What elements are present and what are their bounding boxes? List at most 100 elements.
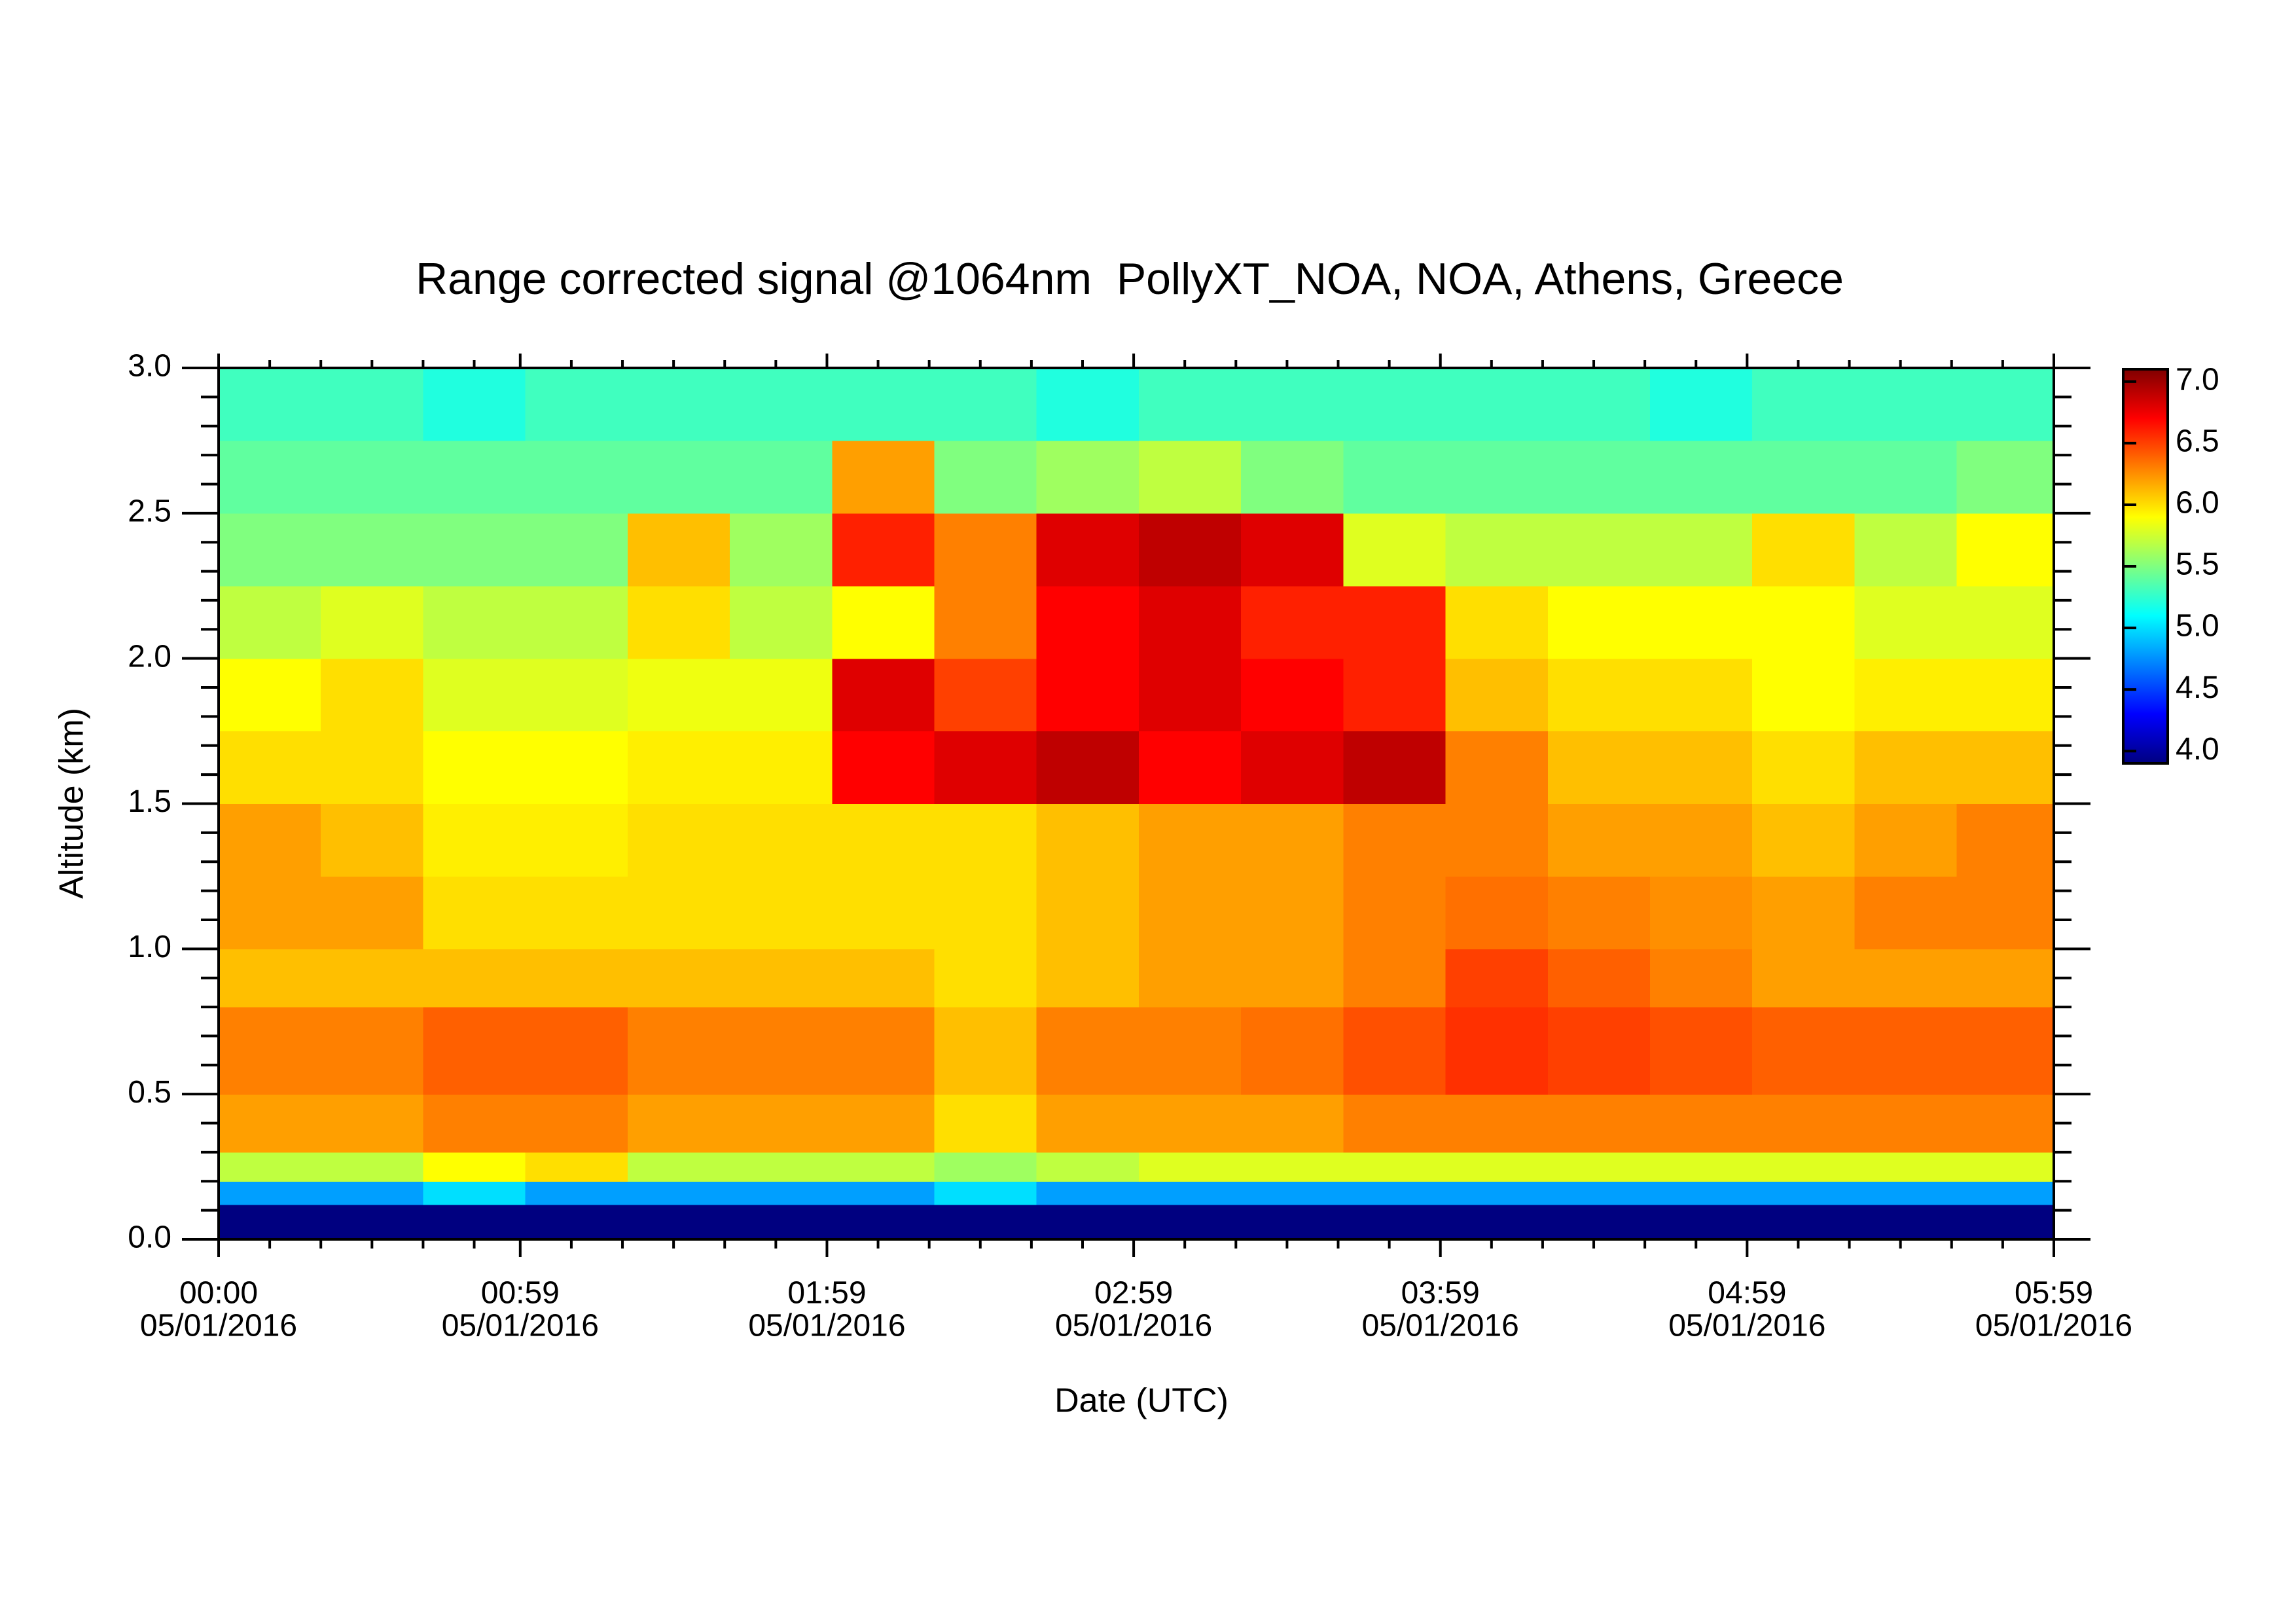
heatmap-cell <box>1649 585 1753 659</box>
heatmap-cell <box>934 368 1037 441</box>
heatmap-cell <box>1956 803 2054 877</box>
colorbar-tick-label: 6.0 <box>2176 486 2219 520</box>
heatmap-cell <box>321 368 424 441</box>
heatmap-cell <box>1956 1007 2054 1095</box>
heatmap-cell <box>525 1181 628 1205</box>
heatmap-cell <box>1547 585 1651 659</box>
heatmap-cell <box>627 368 730 441</box>
heatmap-cell <box>730 1007 833 1095</box>
heatmap-cell <box>525 513 628 587</box>
heatmap-cell <box>1649 876 1753 949</box>
heatmap-cell <box>1547 368 1651 441</box>
heatmap-cell <box>1138 1204 1242 1240</box>
x-tick-label: 04:59 <box>1708 1276 1786 1311</box>
heatmap-cell <box>1036 876 1139 949</box>
heatmap-cell <box>1547 1204 1651 1240</box>
heatmap-cell <box>832 803 935 877</box>
heatmap-cell <box>321 876 424 949</box>
heatmap-cell <box>1752 1181 1855 1205</box>
heatmap-cell <box>1445 440 1549 514</box>
y-tick-label: 2.0 <box>128 639 171 674</box>
heatmap-cell <box>423 440 526 514</box>
heatmap-cell <box>1649 1204 1753 1240</box>
heatmap-cell <box>1854 949 1958 1008</box>
heatmap-cell <box>525 1152 628 1182</box>
colorbar-tick-label: 7.0 <box>2176 362 2219 397</box>
heatmap-cell <box>1752 1152 1855 1182</box>
colorbar-tick-label: 5.0 <box>2176 609 2219 644</box>
heatmap-cell <box>1241 368 1344 441</box>
heatmap-cell <box>832 658 935 732</box>
x-tick-label: 05:59 <box>2015 1276 2093 1311</box>
heatmap-cell <box>934 440 1037 514</box>
heatmap-cell <box>1649 1152 1753 1182</box>
heatmap-cell <box>423 1094 526 1153</box>
heatmap-cell <box>1956 1094 2054 1153</box>
heatmap-cell <box>423 585 526 659</box>
heatmap-cell <box>627 1152 730 1182</box>
heatmap-cell <box>627 1204 730 1240</box>
heatmap-cell <box>423 949 526 1008</box>
heatmap-cell <box>1956 1181 2054 1205</box>
heatmap-cell <box>321 803 424 877</box>
heatmap-cell <box>627 440 730 514</box>
heatmap-cell <box>1854 1181 1958 1205</box>
heatmap-cell <box>1138 803 1242 877</box>
heatmap-cell <box>1649 1094 1753 1153</box>
heatmap-cell <box>1445 876 1549 949</box>
heatmap-cell <box>1956 585 2054 659</box>
heatmap-cell <box>1547 1152 1651 1182</box>
y-tick-label: 0.0 <box>128 1220 171 1255</box>
heatmap-cell <box>1241 1007 1344 1095</box>
heatmap-cell <box>219 585 321 659</box>
heatmap-cell <box>1956 949 2054 1008</box>
heatmap-cell <box>832 1007 935 1095</box>
heatmap-cell <box>1138 876 1242 949</box>
heatmap-cell <box>321 658 424 732</box>
x-tick-label: 03:59 <box>1401 1276 1480 1311</box>
heatmap-cell <box>832 876 935 949</box>
heatmap-cell <box>219 513 321 587</box>
heatmap-cell <box>934 1181 1037 1205</box>
heatmap-cell <box>1036 1181 1139 1205</box>
heatmap-cell <box>1547 1007 1651 1095</box>
heatmap-cell <box>1547 440 1651 514</box>
heatmap-cell <box>1649 803 1753 877</box>
heatmap-cell <box>1649 368 1753 441</box>
heatmap-cell <box>423 803 526 877</box>
heatmap <box>219 368 2054 1240</box>
heatmap-cell <box>1956 368 2054 441</box>
heatmap-cell <box>1547 1094 1651 1153</box>
y-tick-label: 3.0 <box>128 349 171 384</box>
heatmap-cell <box>525 803 628 877</box>
heatmap-cell <box>219 803 321 877</box>
heatmap-cell <box>1854 1094 1958 1153</box>
heatmap-cell <box>1752 658 1855 732</box>
heatmap-cell <box>1547 949 1651 1008</box>
heatmap-cell <box>1343 1007 1446 1095</box>
heatmap-cell <box>1445 368 1549 441</box>
heatmap-cell <box>1854 876 1958 949</box>
heatmap-cell <box>1241 440 1344 514</box>
heatmap-cell <box>321 1181 424 1205</box>
heatmap-cell <box>1241 731 1344 805</box>
heatmap-cell <box>1445 1204 1549 1240</box>
heatmap-cell <box>730 513 833 587</box>
x-tick-date-label: 05/01/2016 <box>1362 1309 1519 1343</box>
heatmap-cell <box>321 440 424 514</box>
heatmap-cell <box>1138 1181 1242 1205</box>
heatmap-cell <box>525 368 628 441</box>
heatmap-cell <box>1343 949 1446 1008</box>
heatmap-cell <box>219 1181 321 1205</box>
heatmap-cell <box>1649 658 1753 732</box>
heatmap-cell <box>1036 585 1139 659</box>
heatmap-cell <box>934 658 1037 732</box>
heatmap-cell <box>1138 949 1242 1008</box>
heatmap-cell <box>423 1181 526 1205</box>
heatmap-cell <box>730 876 833 949</box>
heatmap-cell <box>1138 368 1242 441</box>
heatmap-cell <box>525 440 628 514</box>
heatmap-cell <box>1036 1152 1139 1182</box>
heatmap-cell <box>1241 513 1344 587</box>
heatmap-cell <box>1343 585 1446 659</box>
